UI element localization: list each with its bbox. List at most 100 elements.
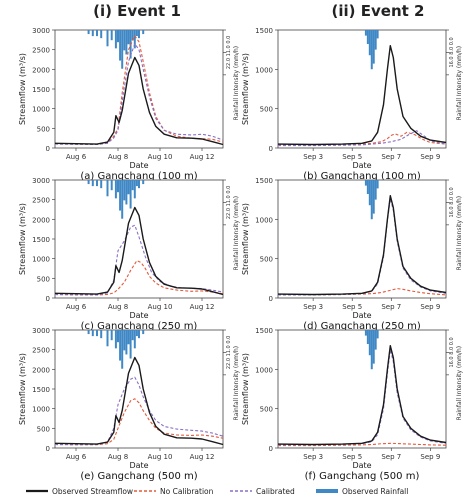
y-tick-label: 500	[37, 425, 50, 433]
plot-frame	[277, 29, 447, 149]
rain-axis-label: Rainfall Intensity (mm/h)	[456, 346, 463, 420]
rainfall-bar	[366, 30, 369, 45]
rainfall-bar	[133, 330, 136, 349]
rainfall-bar	[142, 180, 145, 185]
y-tick-label: 500	[260, 256, 273, 264]
rainfall-bar	[127, 30, 130, 45]
rainfall-bar	[117, 330, 119, 343]
rainfall-bar	[133, 180, 136, 199]
rainfall-bar	[110, 180, 113, 191]
rainfall-bar	[125, 30, 128, 55]
panels-svg: 0 500 1000 1500 2000 2500 3000 Aug 6 Aug 8 Aug 10…	[18, 27, 463, 482]
rainfall-bar	[135, 30, 138, 37]
y-axis-label: Streamflow (m³/s)	[241, 53, 250, 125]
y-tick-label: 1000	[32, 106, 50, 114]
rainfall-bar	[96, 180, 98, 187]
x-axis-label: Date	[129, 311, 148, 320]
rainfall-bar	[131, 30, 134, 41]
x-axis-label: Date	[352, 311, 371, 320]
y-tick-label: 0	[46, 295, 50, 303]
y-axis-label: Streamflow (m³/s)	[241, 203, 250, 275]
legend-label: Calibrated	[256, 487, 295, 496]
x-axis-label: Date	[129, 461, 148, 470]
x-tick-label: Sep 7	[381, 153, 401, 161]
y-axis-label: Streamflow (m³/s)	[18, 353, 27, 425]
series-line-calibrated	[278, 130, 447, 147]
y-tick-label: 1500	[32, 236, 50, 244]
x-tick-label: Aug 6	[66, 153, 87, 161]
legend-item-observed-streamflow: Observed Streamflow	[26, 487, 133, 496]
rainfall-bar	[364, 30, 367, 36]
rainfall-bar	[96, 30, 98, 37]
panel-caption: (f) Gangchang (500 m)	[305, 471, 420, 482]
rainfall-bar	[121, 330, 124, 369]
y-tick-label: 2000	[32, 66, 50, 74]
rainfall-bar	[370, 30, 373, 70]
rainfall-bar	[366, 180, 369, 195]
panel-e: 0 500 1000 1500 2000 2500 3000 Aug 6 Aug 8 Aug 10…	[18, 327, 240, 482]
rainfall-bar	[138, 30, 140, 39]
rainfall-bar	[374, 330, 377, 350]
legend-label: Observed Rainfall	[342, 487, 408, 496]
y-tick-label: 2500	[32, 197, 50, 205]
rainfall-bar	[372, 30, 375, 64]
series-line-calibrated	[278, 198, 447, 296]
x-tick-label: Aug 6	[66, 453, 87, 461]
rainfall-bar	[91, 180, 94, 187]
plot-frame	[54, 29, 224, 149]
rain-tick-labels: 16.0 8.0 0.0	[449, 37, 455, 67]
y-tick-label: 500	[260, 406, 273, 414]
series-line-observed-streamflow	[54, 56, 224, 146]
rainfall-bar	[110, 30, 113, 41]
panel-a: 0 500 1000 1500 2000 2500 3000 Aug 6 Aug 8 Aug 10…	[18, 27, 240, 182]
rainfall-bar	[100, 180, 103, 189]
y-tick-label: 3000	[32, 177, 50, 185]
panel-c: 0 500 1000 1500 2000 2500 3000 Aug 6 Aug 8 Aug 10…	[18, 177, 240, 332]
y-tick-label: 1000	[255, 216, 273, 224]
plot-frame	[54, 329, 224, 449]
rainfall-bar	[125, 330, 128, 355]
x-tick-label: Aug 10	[148, 303, 173, 311]
y-tick-label: 0	[269, 445, 273, 453]
x-tick-label: Sep 7	[381, 453, 401, 461]
rainfall-bar	[372, 180, 375, 214]
series-line-observed-streamflow	[277, 194, 447, 296]
series-line-observed-streamflow	[277, 345, 447, 446]
rainfall-bar	[368, 330, 371, 356]
x-tick-label: Sep 9	[420, 153, 440, 161]
x-tick-label: Aug 10	[148, 453, 173, 461]
x-tick-label: Sep 5	[342, 303, 362, 311]
rain-axis-label: Rainfall Intensity (mm/h)	[233, 196, 240, 270]
rainfall-bar	[376, 180, 379, 189]
plot-frame	[277, 179, 447, 299]
y-tick-label: 500	[37, 275, 50, 283]
y-tick-label: 500	[37, 125, 50, 133]
rainfall-bar	[129, 180, 132, 209]
rainfall-bar	[370, 180, 373, 220]
x-tick-label: Sep 9	[420, 453, 440, 461]
rainfall-bar	[135, 330, 138, 337]
series-line-observed-streamflow	[277, 45, 447, 146]
x-tick-label: Sep 9	[420, 303, 440, 311]
rainfall-bar	[131, 180, 134, 191]
rainfall-bar	[123, 30, 126, 51]
y-tick-label: 2000	[32, 216, 50, 224]
x-tick-label: Sep 3	[303, 153, 323, 161]
y-tick-label: 3000	[32, 327, 50, 335]
y-tick-label: 1000	[32, 406, 50, 414]
rainfall-bar	[91, 330, 94, 337]
y-tick-label: 1500	[32, 386, 50, 394]
legend-item-calibrated: Calibrated	[230, 487, 295, 496]
rainfall-bar	[368, 180, 371, 206]
y-tick-label: 2500	[32, 347, 50, 355]
rainfall-bar	[110, 330, 113, 341]
rain-tick-labels: 22.0 11.0 0.0	[226, 336, 232, 369]
rainfall-bar	[374, 180, 377, 200]
rainfall-bar	[370, 330, 373, 370]
rainfall-bar	[366, 330, 369, 345]
x-tick-label: Sep 5	[342, 453, 362, 461]
rainfall-bar	[119, 330, 122, 361]
column-title-event-1: (i) Event 1	[93, 2, 181, 20]
x-tick-label: Aug 12	[190, 453, 215, 461]
rain-axis-label: Rainfall Intensity (mm/h)	[233, 346, 240, 420]
